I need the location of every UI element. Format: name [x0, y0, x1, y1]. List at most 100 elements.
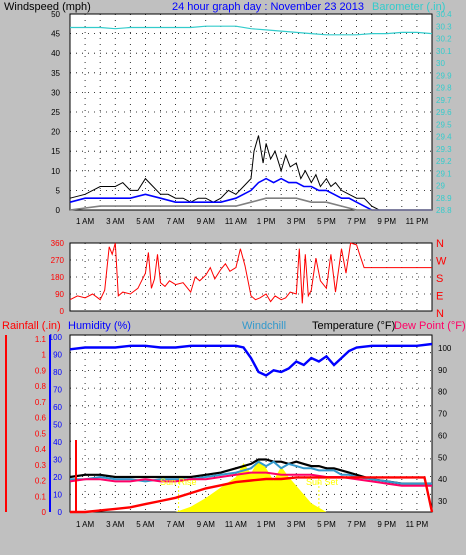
rain-tick-label: 0.2 — [35, 477, 47, 486]
rain-tick-label: 0.7 — [35, 398, 47, 407]
windchill-label: Windchill — [242, 320, 286, 332]
humidity-tick-label: 80 — [53, 368, 62, 377]
baro-tick-label: 30 — [436, 59, 445, 68]
time-tick-label: 9 PM — [377, 520, 396, 529]
baro-tick-label: 29.3 — [436, 145, 452, 154]
wind-panel: 0 5 10 15 20 25 30 35 40 45 50 28.8 28.9 29 29.1 29.2 2… — [51, 10, 452, 226]
compass-label: N — [436, 238, 444, 250]
wind-tick-label: 25 — [51, 108, 60, 117]
rain-tick-label: 0.8 — [35, 382, 47, 391]
rain-axis-label: Rainfall (.in) — [2, 320, 61, 332]
time-tick-label: 11 AM — [225, 217, 247, 226]
direction-tick-label: 360 — [51, 239, 65, 248]
temperature-tick-label: 40 — [438, 475, 447, 484]
temperature-axis-label: Temperature (°F) — [312, 320, 395, 332]
rainfall-line — [70, 476, 434, 514]
humidity-tick-label: 0 — [58, 508, 63, 517]
direction-tick-label: 180 — [51, 273, 65, 282]
humidity-tick-label: 30 — [53, 456, 62, 465]
time-tick-label: 11 PM — [406, 217, 429, 226]
time-tick-label: 7 AM — [166, 520, 185, 529]
time-tick-label: 5 AM — [136, 520, 155, 529]
wind-axis-label: Windspeed (mph) — [4, 1, 91, 13]
time-tick-label: 5 PM — [317, 217, 336, 226]
rain-tick-label: 1.1 — [35, 335, 47, 344]
rain-tick-label: 0.6 — [35, 414, 47, 423]
temperature-line — [69, 458, 432, 485]
time-tick-label: 5 PM — [317, 520, 336, 529]
solar-area — [175, 459, 327, 512]
time-tick-label: 3 AM — [106, 520, 125, 529]
rain-tick-label: 0.1 — [35, 492, 47, 501]
wind-tick-label: 20 — [51, 128, 60, 137]
humidity-tick-label: 50 — [53, 421, 62, 430]
humidity-line — [69, 342, 433, 377]
time-tick-label: 1 PM — [257, 217, 276, 226]
baro-axis-label: Barometer (.in) — [372, 1, 445, 13]
time-tick-label: 9 AM — [197, 520, 216, 529]
wind-tick-label: 10 — [51, 167, 60, 176]
temperature-tick-label: 60 — [438, 431, 447, 440]
baro-tick-label: 30.3 — [436, 22, 452, 31]
time-tick-label: 1 AM — [76, 217, 95, 226]
sunrise-label: Sun Rise — [160, 477, 197, 487]
humidity-axis-label: Humidity (%) — [68, 320, 131, 332]
temperature-tick-label: 70 — [438, 410, 447, 419]
wind-low-line — [69, 197, 432, 211]
temperature-tick-label: 30 — [438, 497, 447, 506]
wind-tick-label: 45 — [51, 30, 60, 39]
baro-tick-label: 30.1 — [436, 47, 452, 56]
baro-tick-label: 29.6 — [436, 108, 452, 117]
baro-tick-label: 29 — [436, 182, 445, 191]
wind-tick-label: 40 — [51, 49, 60, 58]
baro-tick-label: 29.1 — [436, 169, 452, 178]
humidity-tick-label: 20 — [53, 473, 62, 482]
graph-title: 24 hour graph day : November 23 2013 — [172, 1, 364, 13]
time-tick-label: 9 AM — [197, 217, 216, 226]
baro-tick-label: 29.5 — [436, 120, 452, 129]
baro-tick-label: 29.9 — [436, 71, 452, 80]
rain-tick-label: 0 — [42, 508, 47, 517]
temperature-tick-label: 100 — [438, 344, 452, 353]
baro-tick-label: 28.9 — [436, 194, 452, 203]
wind-tick-label: 35 — [51, 69, 60, 78]
temperature-tick-label: 50 — [438, 453, 447, 462]
time-tick-label: 11 AM — [225, 520, 247, 529]
time-tick-label: 3 PM — [287, 520, 306, 529]
time-tick-label: 1 AM — [76, 520, 95, 529]
dewpoint-label: Dew Point (°F) — [394, 320, 466, 332]
baro-tick-label: 30.4 — [436, 10, 452, 19]
baro-tick-label: 30.2 — [436, 35, 452, 44]
compass-label: S — [436, 273, 443, 285]
temperature-tick-label: 90 — [438, 366, 447, 375]
direction-tick-label: 0 — [60, 307, 65, 316]
barometer-line — [70, 25, 433, 36]
wind-tick-label: 30 — [51, 88, 60, 97]
time-tick-label: 7 AM — [166, 217, 185, 226]
wind-gust-line — [69, 135, 432, 211]
temperature-panel: 0 0.1 0.2 0.3 0.4 0.5 0.6 0.7 0.8 0.9 1 1.1 0 10 20 30 4… — [5, 333, 452, 529]
baro-tick-label: 29.8 — [436, 84, 452, 93]
wind-tick-label: 5 — [56, 186, 61, 195]
compass-label: E — [436, 291, 443, 303]
time-tick-label: 1 PM — [257, 520, 276, 529]
rain-tick-label: 0.5 — [35, 429, 47, 438]
time-tick-label: 11 PM — [406, 520, 429, 529]
rain-tick-label: 0.4 — [35, 445, 47, 454]
humidity-tick-label: 70 — [53, 386, 62, 395]
time-tick-label: 3 AM — [106, 217, 125, 226]
rain-tick-label: 0.3 — [35, 461, 47, 470]
wind-average-line — [69, 177, 432, 211]
baro-tick-label: 29.7 — [436, 96, 452, 105]
direction-tick-label: 270 — [51, 256, 65, 265]
humidity-tick-label: 10 — [53, 491, 62, 500]
dewpoint-line — [69, 471, 432, 487]
wind-tick-label: 50 — [51, 10, 60, 19]
compass-label: N — [436, 308, 444, 320]
baro-tick-label: 29.4 — [436, 133, 452, 142]
wind-tick-label: 15 — [51, 147, 60, 156]
humidity-tick-label: 40 — [53, 438, 62, 447]
humidity-tick-label: 90 — [53, 351, 62, 360]
